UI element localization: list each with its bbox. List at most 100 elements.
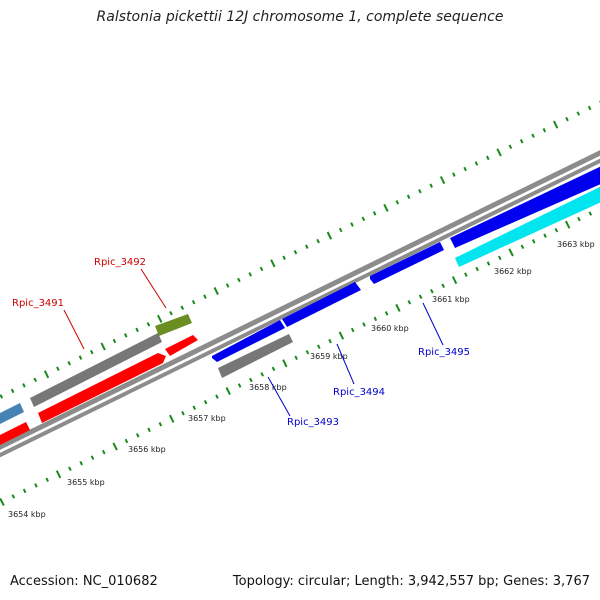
outer-tick-major [43,370,50,379]
inner-tick-major [55,470,62,479]
feature-grey-3493[interactable] [218,334,293,378]
inner-tick-minor [102,449,106,455]
gene-label-rpic-3493[interactable]: Rpic_3493 [287,417,339,428]
inner-tick-major [282,359,288,368]
outer-tick-minor [10,388,15,394]
inner-tick-minor [520,244,525,250]
inner-tick-minor [181,411,185,416]
inner-tick-minor [362,322,366,327]
inner-tick-minor [554,227,559,233]
gene-label-rpic-3495[interactable]: Rpic_3495 [418,347,470,358]
inner-tick-major [0,497,5,507]
outer-tick-minor [576,111,581,116]
outer-tick-minor [305,244,309,249]
outer-tick-minor [486,155,490,161]
label-leaders [63,268,444,417]
outer-tick-major [157,314,163,323]
feature-steelblue[interactable] [0,403,24,427]
outer-tick-minor [282,255,286,261]
feature-red-small[interactable] [165,335,198,356]
outer-tick-minor [587,105,592,111]
gene-labels: Rpic_3491 Rpic_3492 Rpic_3493 Rpic_3494 … [12,257,470,428]
outer-tick-minor [474,161,479,166]
inner-tick-minor [45,477,50,483]
map-title: Ralstonia pickettii 12J chromosome 1, co… [96,9,504,25]
outer-tick-minor [22,383,26,388]
gene-label-rpic-3492[interactable]: Rpic_3492 [94,257,146,268]
outer-tick-minor [146,322,151,327]
outer-tick-minor [316,238,320,244]
outer-tick-minor [56,366,60,371]
feature-blue-3493[interactable] [212,320,285,362]
outer-tick-major [553,120,559,129]
tick-label: 3660 kbp [371,324,409,333]
outer-tick-minor [112,338,117,344]
feature-blue-3494b[interactable] [370,242,444,284]
inner-tick-minor [79,460,83,466]
inner-tick-minor [498,255,502,261]
inner-tick-minor [430,288,434,294]
inner-tick-minor [11,494,16,499]
inner-tick-minor [90,455,95,460]
inner-tick-major [338,331,345,340]
tick-label: 3654 kbp [8,510,46,519]
inner-tick-minor [384,311,389,316]
tick-label: 3658 kbp [249,383,287,392]
outer-tick-minor [395,200,400,205]
inner-tick-minor [271,366,276,372]
inner-tick-minor [373,316,378,322]
gene-label-rpic-3491[interactable]: Rpic_3491 [12,298,64,309]
inner-tick-minor [543,233,547,238]
outer-tick-minor [565,116,569,122]
feature-track [0,162,600,448]
outer-tick-minor [203,294,207,299]
feature-blue-3494[interactable] [282,282,361,327]
inner-tick-minor [34,483,38,488]
outer-tick-minor [418,188,422,194]
gene-label-rpic-3494[interactable]: Rpic_3494 [333,387,385,398]
inner-tick-major [508,248,514,257]
outer-tick-major [213,287,219,296]
outer-tick-major [496,148,502,157]
outer-tick-minor [519,139,524,144]
outer-tick-minor [452,172,456,177]
inner-tick-major [451,276,458,285]
feature-red-left[interactable] [0,422,30,448]
inner-tick-marks [0,206,600,507]
feature-cyan[interactable] [455,182,600,267]
outer-tick-minor [248,272,252,277]
backbone-line-inner [0,158,600,458]
outer-tick-minor [169,311,173,316]
outer-tick-minor [67,360,71,366]
outer-tick-minor [135,327,139,333]
feature-rpic-3491-red[interactable] [38,353,166,423]
feature-blue-3495[interactable] [450,162,600,248]
inner-tick-minor [215,394,219,399]
sequence-summary: Topology: circular; Length: 3,942,557 bp… [232,574,590,589]
outer-tick-minor [237,277,241,283]
inner-tick-minor [418,294,423,300]
feature-rpic-3492-green[interactable] [155,314,192,336]
inner-tick-minor [588,211,593,216]
inner-tick-minor [192,405,197,410]
outer-tick-minor [0,394,4,399]
outer-tick-major [439,176,446,185]
outer-tick-minor [33,377,38,383]
inner-tick-minor [486,261,491,266]
outer-tick-minor [429,183,433,188]
inner-tick-minor [22,488,27,494]
outer-tick-minor [542,127,547,133]
outer-tick-minor [508,144,513,150]
inner-tick-major [225,387,231,396]
tick-label: 3663 kbp [557,240,595,249]
tick-label: 3659 kbp [310,352,348,361]
outer-tick-minor [350,222,354,227]
outer-tick-minor [90,349,94,355]
inner-tick-major [565,220,571,229]
inner-tick-major [112,442,118,451]
feature-rpic-3491-grey[interactable] [30,333,162,407]
outer-tick-minor [361,216,366,222]
inner-tick-minor [68,466,72,471]
inner-tick-minor [407,300,412,305]
